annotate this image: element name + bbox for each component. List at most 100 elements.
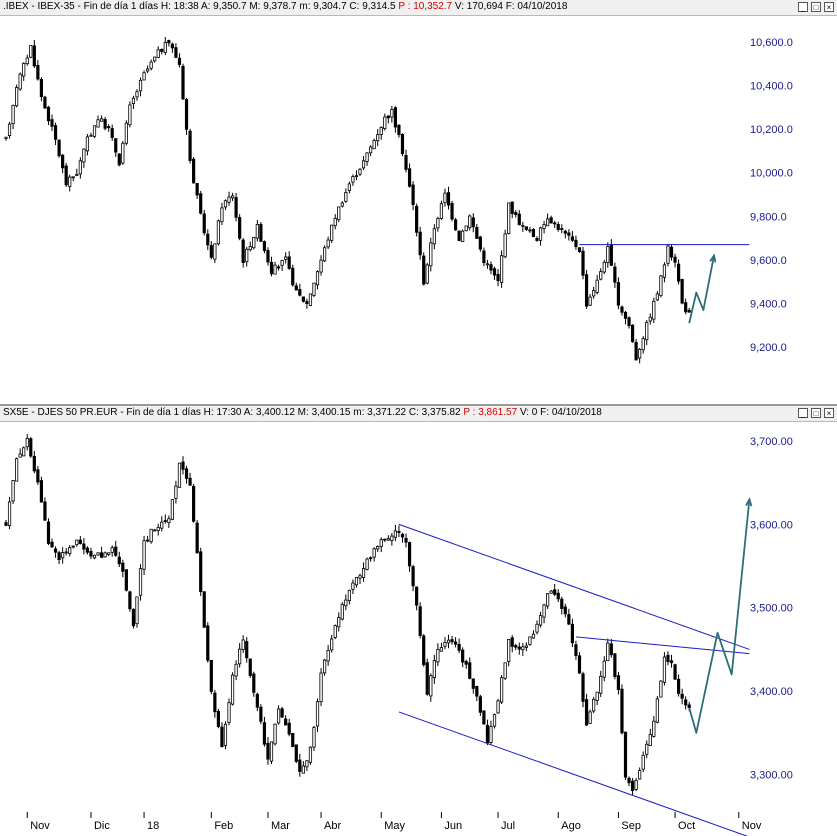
- candle: [89, 132, 93, 137]
- candle: [153, 528, 157, 532]
- candle-body: [78, 160, 82, 175]
- candle-body: [496, 274, 500, 282]
- sx5e-chart: 3,300.00 3,400.00 3,500.00 3,600.00 3,700.00…: [4, 434, 793, 836]
- candle-body: [577, 247, 582, 252]
- candle: [645, 740, 649, 759]
- candle: [39, 476, 44, 503]
- candle-body: [347, 589, 351, 602]
- candle: [25, 54, 29, 66]
- sx5e-m-label: M:: [297, 407, 309, 418]
- candle-body: [192, 158, 196, 184]
- candle-body: [422, 255, 426, 285]
- candle-body: [404, 155, 408, 170]
- candle-body: [620, 306, 624, 313]
- candle-body: [549, 590, 553, 594]
- candle: [266, 737, 270, 765]
- candle: [167, 515, 171, 528]
- candle: [563, 229, 567, 239]
- candle: [499, 675, 504, 704]
- candle: [609, 639, 613, 658]
- candle-body: [584, 274, 589, 307]
- candle-body: [542, 224, 546, 230]
- candle: [199, 547, 203, 596]
- candle-body: [606, 246, 610, 264]
- candle: [538, 611, 543, 628]
- candle: [485, 719, 490, 746]
- candle: [78, 535, 82, 545]
- candle: [602, 656, 606, 682]
- sx5e-minimize-button[interactable]: _: [798, 408, 808, 418]
- candle: [220, 722, 224, 748]
- ibex-panel: .IBEX - IBEX-35 - Fin de día 1 días H: 1…: [0, 0, 837, 404]
- ibex-minimize-button[interactable]: _: [798, 2, 808, 12]
- candle: [75, 168, 79, 177]
- candle-body: [301, 296, 305, 302]
- candle-body: [312, 727, 316, 748]
- candle-body: [673, 256, 677, 263]
- sx5e-period: Fin de día 1 días: [126, 407, 201, 418]
- candle: [57, 550, 61, 565]
- candle-body: [492, 268, 497, 276]
- candle-body: [195, 522, 199, 554]
- candle: [510, 201, 514, 219]
- ibex-maximize-button[interactable]: □: [811, 2, 821, 12]
- candle-body: [507, 202, 511, 234]
- ibex-f-label: F:: [505, 1, 515, 12]
- candle-body: [372, 548, 376, 558]
- candle-body: [50, 119, 54, 127]
- panel-divider[interactable]: [0, 404, 837, 406]
- candle: [195, 520, 199, 554]
- candle: [142, 70, 146, 81]
- candle-body: [61, 552, 65, 559]
- candle: [439, 642, 444, 652]
- ibex-close-button[interactable]: ×: [824, 2, 834, 12]
- candle: [549, 215, 553, 224]
- candle-body: [577, 655, 582, 674]
- sx5e-c: 3,375.82: [421, 407, 461, 418]
- candle-body: [641, 338, 645, 351]
- candle: [32, 40, 36, 69]
- candle-body: [188, 130, 192, 161]
- candle: [107, 552, 111, 557]
- candle: [138, 77, 143, 97]
- candle-body: [361, 160, 366, 169]
- candle-body: [570, 623, 575, 644]
- candle: [11, 480, 15, 504]
- candle: [485, 259, 490, 269]
- candle-body: [680, 693, 684, 699]
- candle: [92, 125, 97, 139]
- candle-body: [609, 244, 613, 266]
- candle-body: [358, 575, 362, 579]
- candle-body: [609, 643, 613, 656]
- candle: [655, 291, 659, 301]
- sx5e-close-button[interactable]: ×: [824, 408, 834, 418]
- candle: [684, 298, 688, 315]
- candle: [43, 497, 47, 521]
- y-tick-label: 3,700.00: [750, 436, 793, 448]
- candle: [22, 62, 26, 81]
- candle-body: [347, 183, 351, 191]
- candle: [425, 658, 429, 696]
- sx5e-maximize-button[interactable]: □: [811, 408, 821, 418]
- candle-body: [234, 663, 238, 677]
- y-tick-label: 9,600.0: [750, 255, 787, 267]
- candle: [542, 603, 546, 624]
- candle-body: [124, 569, 128, 591]
- candle: [39, 77, 44, 102]
- candle: [145, 535, 150, 543]
- candle-body: [514, 645, 518, 648]
- candle-body: [15, 87, 19, 107]
- candle-body: [461, 649, 465, 663]
- candle-body: [393, 107, 398, 128]
- ibex-period: Fin de día 1 días: [83, 1, 159, 12]
- candle-body: [234, 197, 238, 218]
- candle-body: [121, 562, 125, 572]
- candle: [425, 262, 429, 285]
- candle-body: [499, 677, 504, 703]
- candle: [96, 552, 100, 556]
- candle: [415, 203, 419, 237]
- candle-body: [556, 592, 560, 600]
- x-tick-label: Jul: [501, 820, 515, 832]
- candle-body: [669, 246, 674, 258]
- candle-body: [638, 770, 642, 780]
